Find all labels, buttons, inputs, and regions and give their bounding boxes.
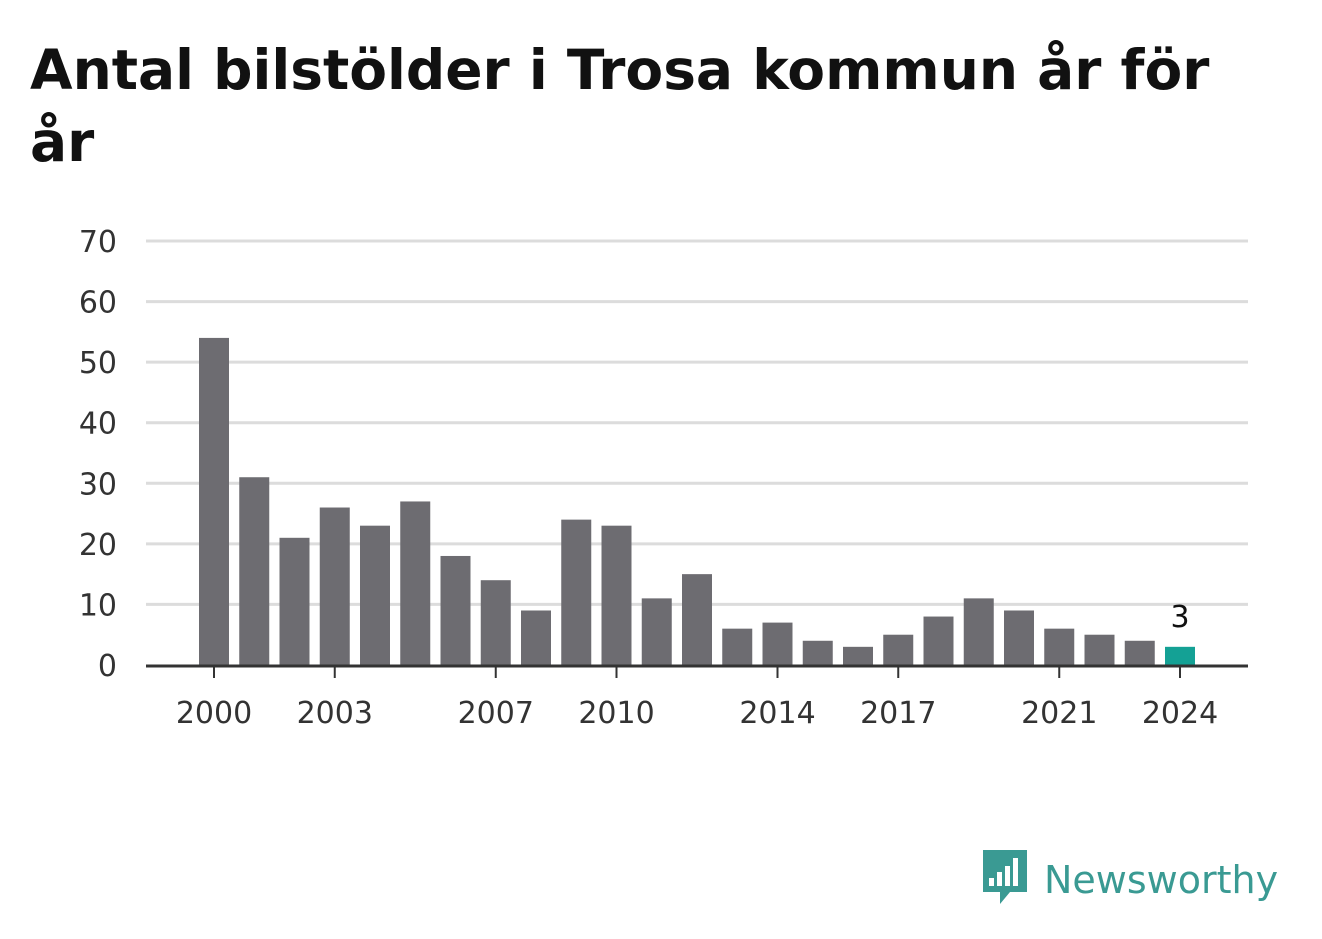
brand-name: Newsworthy bbox=[1044, 858, 1279, 902]
newsworthy-logo-icon bbox=[980, 848, 1030, 912]
bar-2007 bbox=[480, 580, 511, 665]
bar-2000 bbox=[199, 337, 229, 665]
x-tick-label: 2000 bbox=[176, 696, 252, 731]
chart-title: Antal bilstölder i Trosa kommun år för å… bbox=[30, 38, 1210, 174]
bar-2016 bbox=[843, 646, 873, 665]
bar-2018 bbox=[923, 616, 954, 665]
newsworthy-brand[interactable]: Newsworthy bbox=[980, 850, 1278, 910]
bar-2009 bbox=[561, 519, 592, 665]
bar-2006 bbox=[440, 555, 471, 665]
bar-2013 bbox=[722, 628, 753, 665]
y-tick-label: 70 bbox=[79, 225, 117, 260]
bar-2003 bbox=[319, 507, 350, 665]
y-tick-label: 0 bbox=[98, 649, 117, 684]
data-label: 3 bbox=[1170, 600, 1189, 635]
y-tick-label: 20 bbox=[79, 528, 117, 563]
x-tick-label: 2007 bbox=[458, 696, 534, 731]
bar-2014 bbox=[762, 622, 793, 665]
y-tick-label: 40 bbox=[79, 407, 117, 442]
x-tick-label: 2017 bbox=[860, 696, 936, 731]
bar-2021 bbox=[1044, 628, 1075, 665]
bar-2004 bbox=[360, 525, 390, 665]
x-tick-label: 2024 bbox=[1142, 696, 1218, 731]
bar-2005 bbox=[400, 501, 431, 665]
y-tick-label: 10 bbox=[79, 588, 117, 623]
x-tick-label: 2021 bbox=[1021, 696, 1097, 731]
x-tick-label: 2010 bbox=[578, 696, 654, 731]
labels: 0 10 20 30 40 50 60 70 2000 2003 2007 2010 2014 2017 2… bbox=[79, 225, 1218, 731]
bar-2015 bbox=[802, 640, 833, 665]
bar-2012 bbox=[682, 574, 712, 665]
bar-2019 bbox=[963, 598, 994, 665]
bar-2024 bbox=[1165, 646, 1195, 665]
y-tick-label: 60 bbox=[79, 286, 117, 321]
bar-2010 bbox=[601, 525, 632, 665]
bar-2001 bbox=[239, 477, 270, 665]
x-tick-label: 2014 bbox=[739, 696, 815, 731]
bars bbox=[199, 337, 1195, 665]
bar-chart: 0 10 20 30 40 50 60 70 2000 2003 2007 2010 2014 2017 2… bbox=[79, 225, 1248, 731]
gridlines bbox=[146, 239, 1248, 606]
bar-2011 bbox=[641, 598, 672, 665]
bar-2008 bbox=[521, 610, 551, 665]
bar-2017 bbox=[883, 634, 914, 665]
bar-2020 bbox=[1004, 610, 1034, 665]
bar-2002 bbox=[279, 537, 310, 665]
x-tick-label: 2003 bbox=[297, 696, 373, 731]
x-axis bbox=[146, 664, 1248, 678]
bar-2022 bbox=[1084, 634, 1115, 665]
y-tick-label: 50 bbox=[79, 346, 117, 381]
bar-2023 bbox=[1124, 640, 1155, 665]
y-tick-label: 30 bbox=[79, 467, 117, 502]
